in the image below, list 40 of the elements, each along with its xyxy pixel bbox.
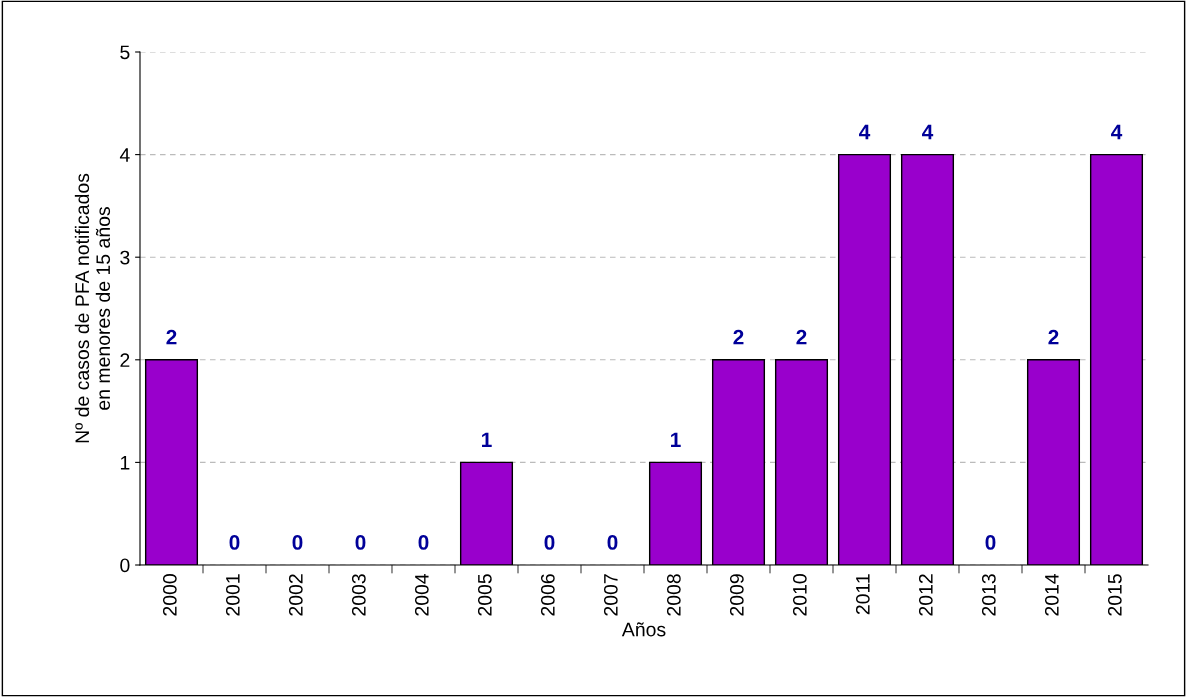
data-label: 1: [671, 432, 681, 447]
y-tick-label: 3: [120, 250, 130, 265]
data-label: 2: [166, 329, 177, 345]
data-label: 4: [922, 124, 934, 140]
y-tick-label: 0: [120, 558, 130, 573]
data-label: 0: [607, 535, 618, 550]
data-label: 2: [1048, 329, 1059, 345]
x-tick-label: 2014: [1044, 573, 1059, 616]
x-tick-label: 2006: [540, 574, 555, 616]
x-tick-label: 2011: [855, 574, 870, 615]
data-label: 2: [733, 329, 744, 345]
y-tick-label: 2: [120, 353, 130, 367]
x-tick-label: 2013: [981, 574, 996, 616]
y-axis-title: Nº de casos de PFA notificados en menores de 15 años: [74, 173, 111, 443]
x-tick-label: 2000: [162, 574, 177, 616]
data-label: 4: [859, 124, 871, 140]
data-label: 4: [1111, 124, 1123, 140]
x-tick-label: 2012: [918, 574, 933, 616]
x-tick-label: 2008: [666, 574, 681, 616]
x-tick-label: 2003: [351, 574, 366, 616]
data-label: 0: [985, 535, 996, 550]
x-tick-label: 2009: [729, 574, 744, 616]
x-tick-label: 2004: [414, 573, 429, 616]
data-label: 0: [292, 535, 303, 550]
x-tick-label: 2010: [792, 574, 807, 616]
x-axis-title: Años: [621, 622, 666, 637]
y-tick-label: 1: [120, 456, 130, 470]
y-tick-label: 5: [120, 45, 130, 60]
x-tick-label: 2007: [603, 574, 618, 616]
x-tick-label: 2005: [477, 574, 492, 616]
data-label: 1: [482, 432, 492, 447]
data-label: 2: [796, 329, 807, 345]
x-tick-label: 2001: [225, 574, 240, 616]
x-tick-label: 2015: [1107, 574, 1122, 616]
data-label: 0: [544, 535, 555, 550]
data-label: 0: [229, 535, 240, 550]
y-tick-label: 4: [119, 148, 130, 162]
data-label: 0: [355, 535, 366, 550]
x-tick-label: 2002: [288, 574, 303, 616]
data-label: 0: [418, 535, 429, 550]
